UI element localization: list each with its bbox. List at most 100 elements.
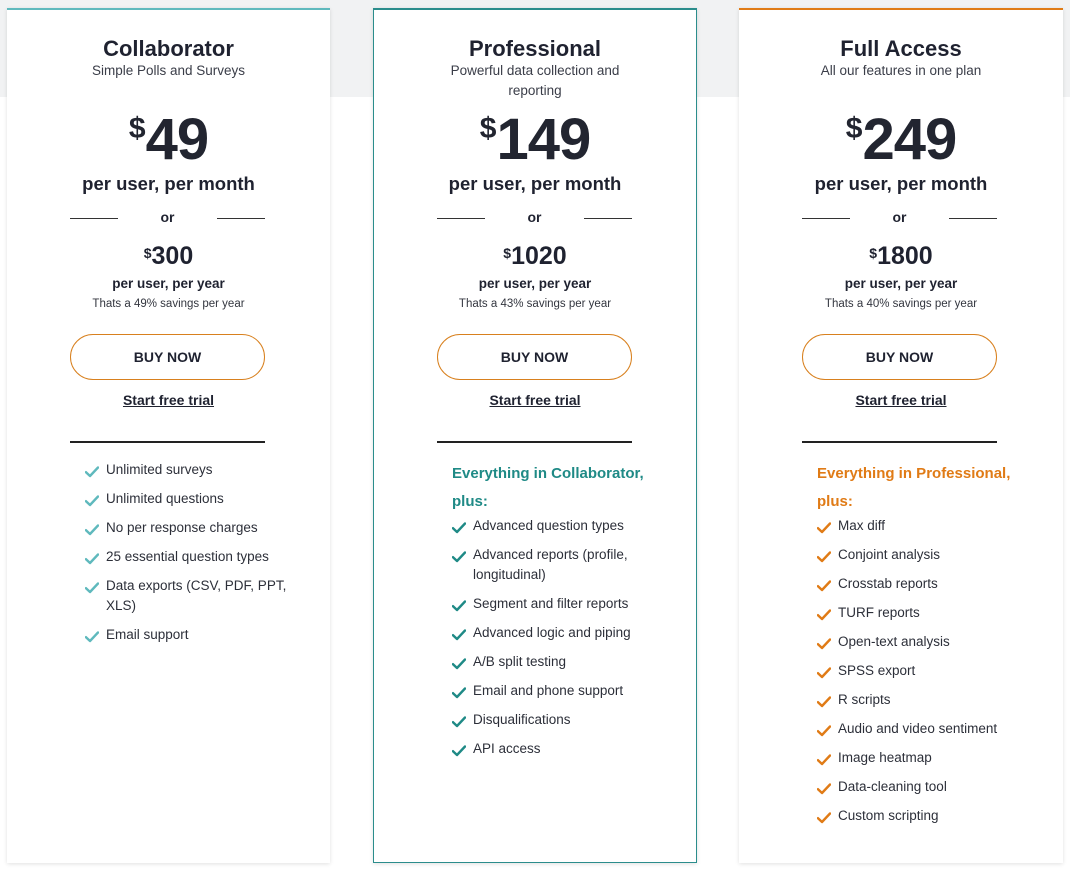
yearly-price: $1020: [374, 242, 696, 271]
feature-text: Disqualifications: [473, 712, 571, 727]
start-free-trial-link[interactable]: Start free trial: [374, 392, 696, 408]
feature-text: Open-text analysis: [838, 634, 950, 649]
or-label: or: [70, 209, 265, 225]
feature-text: Advanced logic and piping: [473, 625, 631, 640]
feature-text: No per response charges: [106, 520, 258, 535]
check-icon: [452, 743, 466, 755]
check-icon: [817, 578, 831, 590]
plan-subtitle: Simple Polls and Surveys: [67, 61, 270, 81]
feature-list: Unlimited surveys Unlimited questions No p…: [85, 460, 300, 654]
feature-text: TURF reports: [838, 605, 920, 620]
savings-note: Thats a 49% savings per year: [7, 298, 330, 310]
divider: [437, 441, 632, 443]
currency-symbol: $: [480, 112, 497, 145]
buy-now-button[interactable]: BUY NOW: [437, 334, 632, 380]
feature-text: Segment and filter reports: [473, 596, 628, 611]
feature-item: Conjoint analysis: [817, 545, 1033, 565]
feature-text: Audio and video sentiment: [838, 721, 997, 736]
feature-item: Max diff: [817, 516, 1033, 536]
plan-card-professional: Professional Powerful data collection an…: [373, 8, 697, 863]
feature-text: Advanced question types: [473, 518, 624, 533]
feature-text: Advanced reports (profile, longitudinal): [473, 547, 628, 582]
monthly-amount: 49: [146, 107, 209, 172]
feature-item: Email support: [85, 625, 300, 645]
feature-item: Open-text analysis: [817, 632, 1033, 652]
feature-item: Data-cleaning tool: [817, 777, 1033, 797]
monthly-label: per user, per month: [7, 173, 330, 195]
feature-item: No per response charges: [85, 518, 300, 538]
feature-item: API access: [452, 739, 666, 759]
check-icon: [817, 549, 831, 561]
feature-text: Image heatmap: [838, 750, 932, 765]
feature-item: SPSS export: [817, 661, 1033, 681]
plan-card-collaborator: Collaborator Simple Polls and Surveys $4…: [7, 8, 330, 863]
check-icon: [452, 520, 466, 532]
currency-symbol: $: [869, 245, 877, 261]
feature-list: Advanced question types Advanced reports …: [452, 516, 666, 768]
feature-item: Segment and filter reports: [452, 594, 666, 614]
monthly-price: $149: [374, 108, 696, 172]
feature-item: Advanced reports (profile, longitudinal): [452, 545, 666, 585]
currency-symbol: $: [144, 245, 152, 261]
divider: [802, 441, 997, 443]
feature-text: Data-cleaning tool: [838, 779, 947, 794]
check-icon: [452, 656, 466, 668]
plan-subtitle: Powerful data collection and reporting: [434, 61, 636, 101]
feature-text: Max diff: [838, 518, 885, 533]
currency-symbol: $: [129, 112, 146, 145]
check-icon: [817, 810, 831, 822]
feature-item: Unlimited surveys: [85, 460, 300, 480]
buy-now-button[interactable]: BUY NOW: [802, 334, 997, 380]
plan-name: Professional: [374, 36, 696, 62]
feature-text: A/B split testing: [473, 654, 566, 669]
check-icon: [452, 685, 466, 697]
feature-item: A/B split testing: [452, 652, 666, 672]
feature-text: R scripts: [838, 692, 891, 707]
or-label: or: [802, 209, 997, 225]
check-icon: [817, 723, 831, 735]
feature-text: Data exports (CSV, PDF, PPT, XLS): [106, 578, 286, 613]
start-free-trial-link[interactable]: Start free trial: [7, 392, 330, 408]
monthly-price: $249: [739, 108, 1063, 172]
check-icon: [817, 752, 831, 764]
divider: [70, 441, 265, 443]
yearly-amount: 1800: [877, 242, 933, 270]
check-icon: [452, 627, 466, 639]
feature-text: 25 essential question types: [106, 549, 269, 564]
plan-name: Collaborator: [7, 36, 330, 62]
yearly-label: per user, per year: [739, 276, 1063, 291]
feature-item: R scripts: [817, 690, 1033, 710]
feature-item: Image heatmap: [817, 748, 1033, 768]
feature-text: Conjoint analysis: [838, 547, 940, 562]
feature-text: Unlimited questions: [106, 491, 224, 506]
check-icon: [85, 629, 99, 641]
check-icon: [85, 464, 99, 476]
check-icon: [452, 714, 466, 726]
currency-symbol: $: [846, 112, 863, 145]
check-icon: [85, 580, 99, 592]
or-divider: or: [437, 209, 632, 229]
check-icon: [85, 522, 99, 534]
includes-heading: Everything in Professional, plus:: [817, 460, 1023, 516]
feature-item: Audio and video sentiment: [817, 719, 1033, 739]
or-label: or: [437, 209, 632, 225]
check-icon: [85, 551, 99, 563]
start-free-trial-link[interactable]: Start free trial: [739, 392, 1063, 408]
savings-note: Thats a 40% savings per year: [739, 298, 1063, 310]
or-divider: or: [70, 209, 265, 229]
plan-subtitle: All our features in one plan: [799, 61, 1003, 81]
feature-item: Advanced question types: [452, 516, 666, 536]
monthly-amount: 149: [496, 107, 590, 172]
plan-card-full-access: Full Access All our features in one plan…: [739, 8, 1063, 863]
feature-text: Crosstab reports: [838, 576, 938, 591]
check-icon: [817, 665, 831, 677]
feature-text: Custom scripting: [838, 808, 939, 823]
feature-text: Unlimited surveys: [106, 462, 213, 477]
feature-text: Email and phone support: [473, 683, 623, 698]
buy-now-button[interactable]: BUY NOW: [70, 334, 265, 380]
feature-item: Email and phone support: [452, 681, 666, 701]
yearly-label: per user, per year: [7, 276, 330, 291]
savings-note: Thats a 43% savings per year: [374, 298, 696, 310]
feature-text: SPSS export: [838, 663, 915, 678]
feature-item: Data exports (CSV, PDF, PPT, XLS): [85, 576, 300, 616]
